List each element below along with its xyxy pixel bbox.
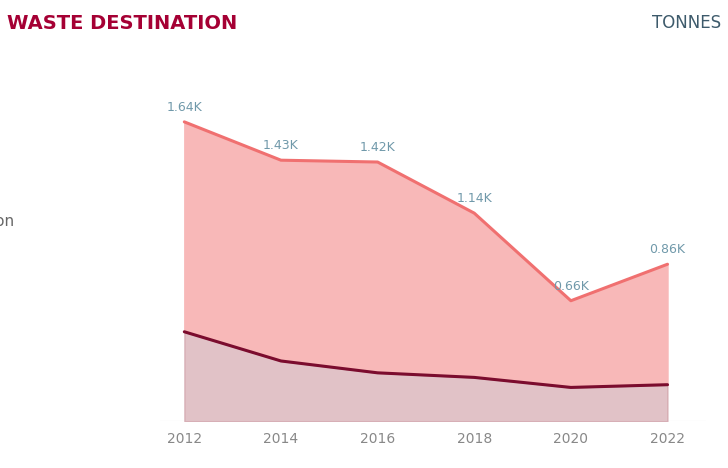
Text: 1.14K: 1.14K xyxy=(456,192,492,205)
Legend: Landfill, Diversion: Landfill, Diversion xyxy=(0,184,20,235)
Text: 0.86K: 0.86K xyxy=(649,243,686,256)
Text: 1.64K: 1.64K xyxy=(167,101,202,114)
Text: 1.43K: 1.43K xyxy=(263,139,298,152)
Text: TONNES: TONNES xyxy=(652,14,721,32)
Text: 1.42K: 1.42K xyxy=(360,141,395,154)
Text: WASTE DESTINATION: WASTE DESTINATION xyxy=(7,14,237,33)
Text: 0.66K: 0.66K xyxy=(553,279,589,292)
